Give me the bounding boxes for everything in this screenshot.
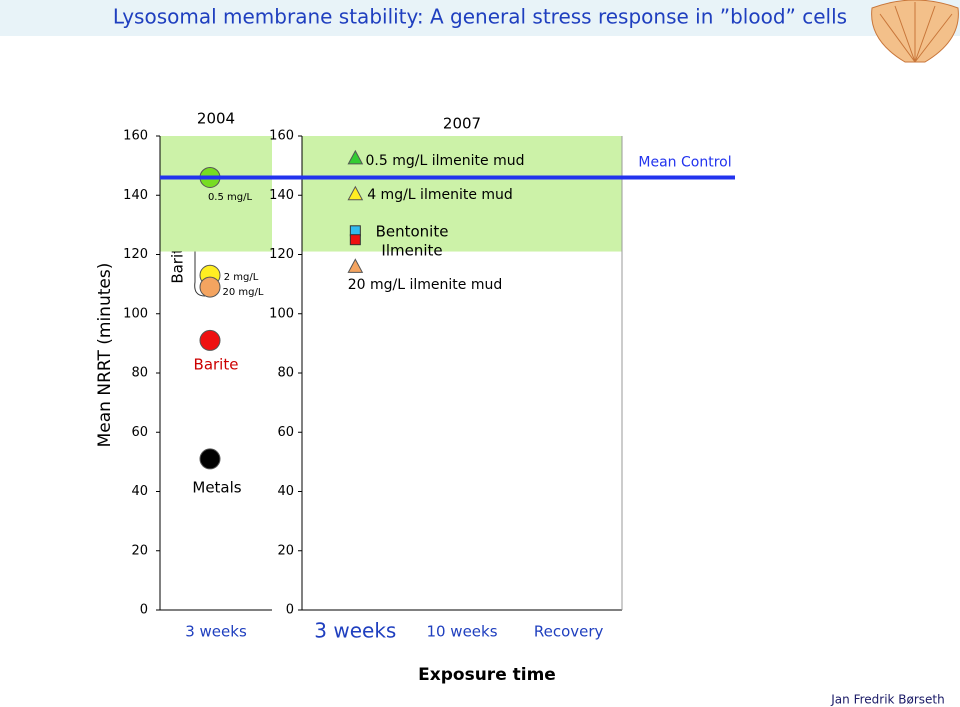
x-axis-label: Exposure time bbox=[418, 665, 556, 685]
data-point bbox=[349, 234, 361, 246]
y-tick-label: 20 bbox=[131, 543, 148, 558]
series-label: 20 mg/L ilmenite mud bbox=[348, 277, 503, 293]
y-tick-label: 80 bbox=[131, 366, 148, 381]
y-axis-label: Mean NRRT (minutes) bbox=[95, 263, 115, 448]
y-tick-label: 60 bbox=[277, 425, 294, 440]
y-tick-label: 40 bbox=[131, 484, 148, 499]
series-label: Barite bbox=[194, 356, 239, 374]
panel-title: 2007 bbox=[443, 115, 481, 133]
y-tick-label: 60 bbox=[131, 425, 148, 440]
y-tick-label: 80 bbox=[277, 366, 294, 381]
y-tick-label: 100 bbox=[123, 306, 148, 321]
x-tick-label: 3 weeks bbox=[314, 619, 396, 643]
y-tick-label: 20 bbox=[277, 543, 294, 558]
reference-label: Mean Control bbox=[638, 154, 731, 170]
series-label: 0.5 mg/L ilmenite mud bbox=[366, 153, 525, 169]
series-label: 0.5 mg/L bbox=[208, 192, 253, 203]
x-tick-label: Recovery bbox=[534, 623, 604, 641]
series-label: 20 mg/L bbox=[223, 287, 264, 298]
y-tick-label: 120 bbox=[269, 247, 294, 262]
series-label: Ilmenite bbox=[381, 242, 442, 260]
y-tick-label: 120 bbox=[123, 247, 148, 262]
y-tick-label: 160 bbox=[269, 129, 294, 144]
data-point bbox=[199, 448, 221, 470]
y-tick-label: 140 bbox=[269, 188, 294, 203]
panel-title: 2004 bbox=[197, 110, 235, 128]
data-point bbox=[199, 329, 221, 351]
y-tick-label: 40 bbox=[277, 484, 294, 499]
x-tick-label: 10 weeks bbox=[426, 623, 497, 641]
y-tick-label: 100 bbox=[269, 306, 294, 321]
shell-icon bbox=[871, 0, 959, 63]
author: Jan Fredrik Børseth bbox=[830, 693, 945, 707]
y-tick-label: 160 bbox=[123, 129, 148, 144]
y-tick-label: 0 bbox=[286, 603, 294, 618]
series-label: 4 mg/L ilmenite mud bbox=[367, 187, 513, 203]
data-point bbox=[347, 185, 364, 201]
slide-title: Lysosomal membrane stability: A general … bbox=[113, 5, 847, 29]
series-label: 2 mg/L bbox=[224, 272, 259, 283]
data-point bbox=[199, 276, 221, 298]
x-tick-label: 3 weeks bbox=[185, 623, 247, 641]
shaded-range bbox=[160, 136, 272, 252]
data-point bbox=[347, 149, 364, 165]
y-tick-label: 0 bbox=[140, 603, 148, 618]
series-label: Bentonite bbox=[376, 223, 449, 241]
title-band bbox=[0, 0, 960, 36]
data-point bbox=[347, 258, 364, 273]
y-tick-label: 140 bbox=[123, 188, 148, 203]
series-label: Metals bbox=[192, 479, 241, 497]
